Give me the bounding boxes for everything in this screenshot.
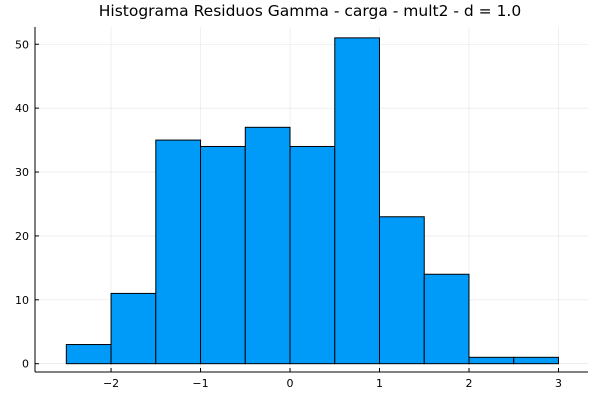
- histogram-bar-9: [468, 356, 515, 365]
- histogram-bar-10: [513, 356, 559, 365]
- histogram-bar-3: [200, 145, 246, 365]
- x-tick-label-4: 2: [465, 377, 472, 390]
- histogram-bar-6: [334, 37, 381, 365]
- x-tick-label-2: 0: [287, 377, 294, 390]
- x-tick-label-1: −1: [192, 377, 208, 390]
- histogram-bar-5: [289, 145, 336, 365]
- y-tick-label-2: 20: [15, 230, 29, 243]
- y-tick-label-3: 30: [15, 166, 29, 179]
- x-tick-label-5: 3: [555, 377, 562, 390]
- y-tick-label-5: 50: [15, 38, 29, 51]
- histogram-bar-4: [244, 126, 291, 365]
- histogram-bar-8: [423, 273, 470, 365]
- axes: [34, 27, 588, 373]
- x-tick-label-0: −2: [103, 377, 119, 390]
- histogram-bar-0: [65, 344, 112, 365]
- histogram-bar-7: [379, 216, 425, 365]
- y-tick-label-0: 0: [22, 358, 29, 371]
- histogram-bars: [65, 37, 559, 365]
- y-tick-label-4: 40: [15, 102, 29, 115]
- y-tick-label-1: 10: [15, 294, 29, 307]
- chart-title: Histograma Residuos Gamma - carga - mult…: [99, 2, 521, 20]
- x-tick-label-3: 1: [376, 377, 383, 390]
- histogram-bar-1: [110, 292, 157, 365]
- histogram-bar-2: [155, 139, 202, 365]
